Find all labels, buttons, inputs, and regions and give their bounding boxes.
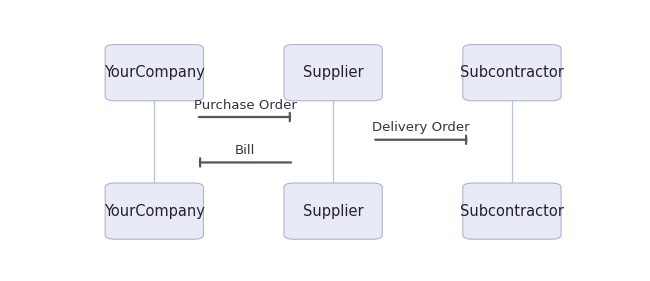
- Text: Supplier: Supplier: [303, 204, 363, 219]
- FancyBboxPatch shape: [284, 183, 382, 239]
- Text: YourCompany: YourCompany: [104, 65, 205, 80]
- Text: Subcontractor: Subcontractor: [460, 65, 564, 80]
- Text: Subcontractor: Subcontractor: [460, 204, 564, 219]
- FancyBboxPatch shape: [105, 183, 203, 239]
- Text: Delivery Order: Delivery Order: [372, 121, 470, 134]
- FancyBboxPatch shape: [463, 45, 561, 101]
- Text: Purchase Order: Purchase Order: [194, 99, 296, 112]
- Text: YourCompany: YourCompany: [104, 204, 205, 219]
- FancyBboxPatch shape: [105, 45, 203, 101]
- Text: Bill: Bill: [235, 144, 255, 157]
- FancyBboxPatch shape: [284, 45, 382, 101]
- Text: Supplier: Supplier: [303, 65, 363, 80]
- FancyBboxPatch shape: [463, 183, 561, 239]
